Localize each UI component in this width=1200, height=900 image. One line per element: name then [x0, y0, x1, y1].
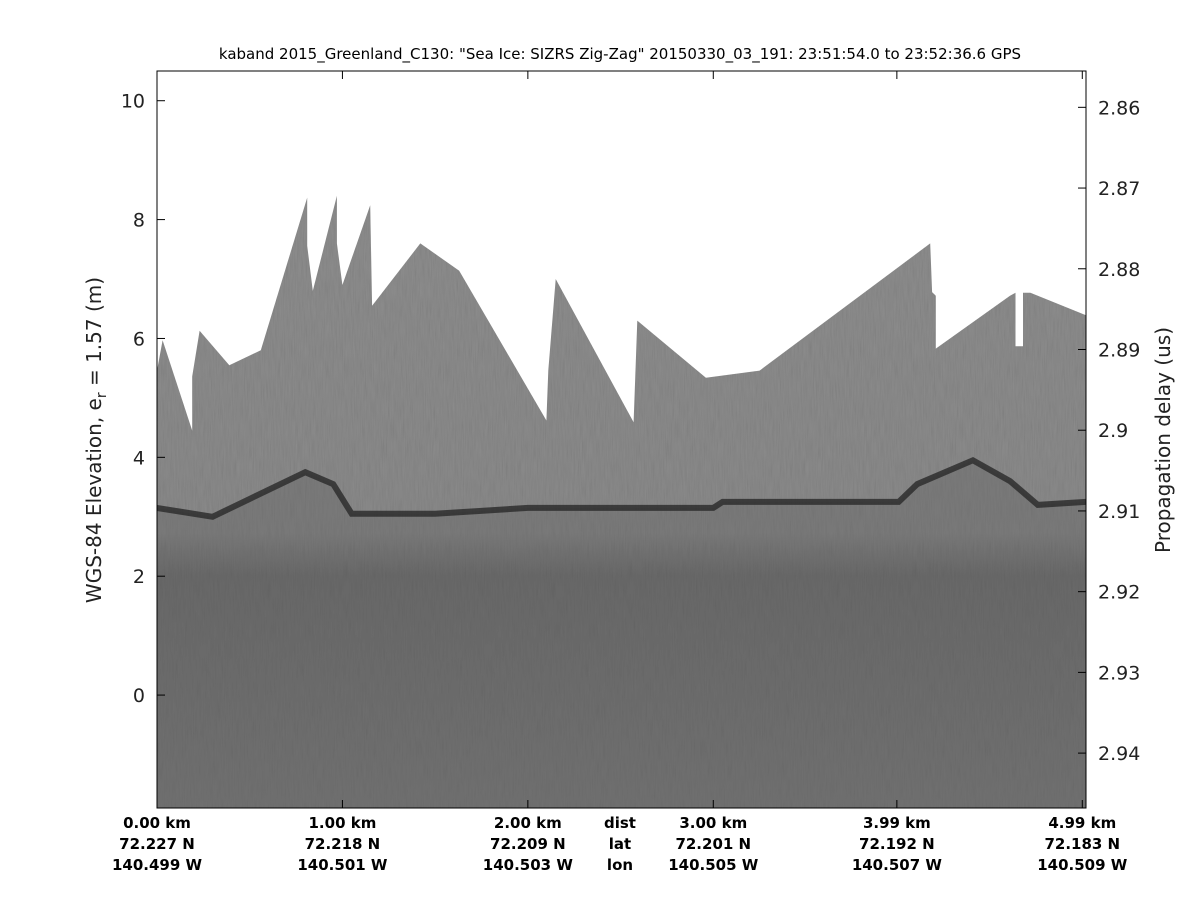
left-tick-label: 10	[121, 91, 145, 113]
lat-row-label: lat	[609, 835, 631, 853]
lat-label: 72.183 N	[1044, 835, 1120, 853]
right-tick-label: 2.93	[1098, 662, 1140, 684]
right-tick-label: 2.87	[1098, 178, 1140, 200]
left-tick-label: 6	[133, 328, 145, 350]
lat-label: 72.218 N	[305, 835, 381, 853]
left-tick-label: 4	[133, 447, 145, 469]
lat-label: 72.201 N	[675, 835, 751, 853]
right-tick-label: 2.89	[1098, 339, 1140, 361]
lon-label: 140.499 W	[112, 856, 203, 874]
plot-area	[157, 195, 1086, 808]
lon-label: 140.505 W	[668, 856, 759, 874]
dist-label: 2.00 km	[494, 814, 562, 832]
right-tick-label: 2.92	[1098, 582, 1140, 604]
dist-label: 0.00 km	[123, 814, 191, 832]
right-tick-label: 2.91	[1098, 501, 1140, 523]
dist-label: 1.00 km	[309, 814, 377, 832]
left-tick-label: 2	[133, 566, 145, 588]
dist-label: 3.00 km	[679, 814, 747, 832]
lon-label: 140.503 W	[483, 856, 574, 874]
chart-title: kaband 2015_Greenland_C130: "Sea Ice: SI…	[219, 45, 1021, 64]
right-tick-label: 2.9	[1098, 420, 1128, 442]
subsurface-region	[157, 460, 1086, 808]
dist-label: 4.99 km	[1048, 814, 1116, 832]
plot-frame	[156, 70, 1087, 809]
dist-row-label: dist	[604, 814, 636, 832]
lon-label: 140.507 W	[852, 856, 943, 874]
lat-label: 72.209 N	[490, 835, 566, 853]
left-axis-label: WGS-84 Elevation, er = 1.57 (m)	[82, 277, 110, 603]
lon-label: 140.501 W	[297, 856, 388, 874]
right-axis-label: Propagation delay (us)	[1151, 327, 1175, 553]
lon-row-label: lon	[607, 856, 633, 874]
surface-return-line	[157, 456, 1086, 520]
lon-label: 140.509 W	[1037, 856, 1128, 874]
left-tick-label: 8	[133, 210, 145, 232]
right-tick-label: 2.86	[1098, 97, 1140, 119]
lat-label: 72.192 N	[859, 835, 935, 853]
dist-label: 3.99 km	[863, 814, 931, 832]
lat-label: 72.227 N	[119, 835, 195, 853]
left-tick-label: 0	[133, 685, 145, 707]
right-tick-label: 2.88	[1098, 259, 1140, 281]
right-tick-label: 2.94	[1098, 743, 1140, 765]
echogram-image	[157, 195, 1086, 808]
